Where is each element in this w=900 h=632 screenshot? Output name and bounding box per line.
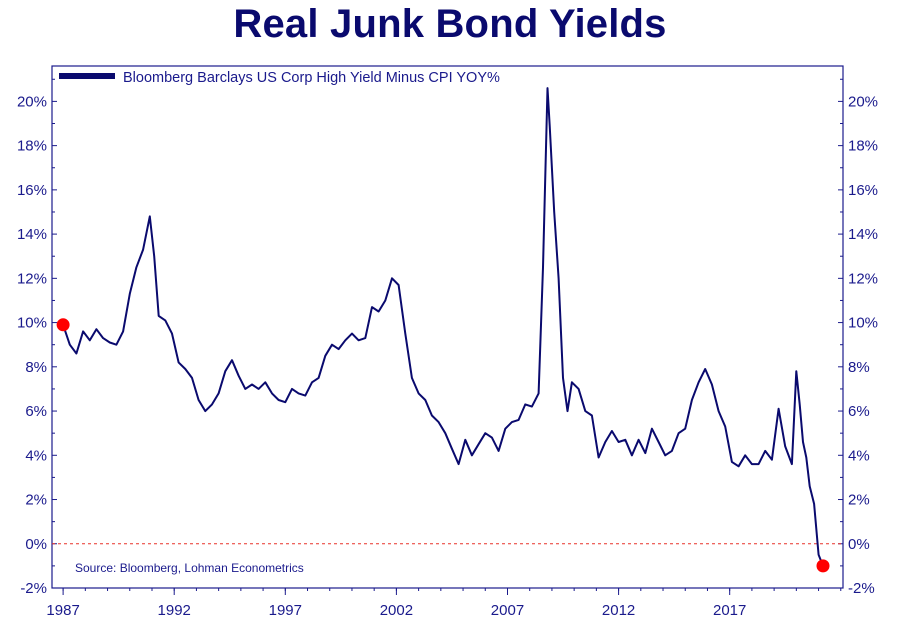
y-tick-label-right: 12% xyxy=(848,270,878,287)
y-tick-label-right: -2% xyxy=(848,580,875,597)
axes: -2% -2% 0% 0% 2% 2% 4% 4% 6% 6% 8% 8% 10% 10% 12% 12% 14… xyxy=(17,78,878,619)
legend-label: Bloomberg Barclays US Corp High Yield Mi… xyxy=(123,70,500,86)
legend: Bloomberg Barclays US Corp High Yield Mi… xyxy=(59,70,500,86)
y-tick-label-right: 8% xyxy=(848,359,870,376)
y-tick-label-right: 20% xyxy=(848,93,878,110)
y-tick-label-right: 0% xyxy=(848,536,870,553)
x-tick-label: 2002 xyxy=(380,602,413,619)
y-tick-label-right: 14% xyxy=(848,226,878,243)
x-tick-label: 2012 xyxy=(602,602,635,619)
y-tick-label-right: 6% xyxy=(848,403,870,420)
y-tick-label-left: 10% xyxy=(17,315,47,332)
y-tick-label-right: 4% xyxy=(848,447,870,464)
y-tick-label-right: 2% xyxy=(848,492,870,509)
source-note: Source: Bloomberg, Lohman Econometrics xyxy=(75,561,304,575)
series-line xyxy=(62,87,824,567)
x-tick-label: 2007 xyxy=(491,602,524,619)
x-tick-label: 1992 xyxy=(158,602,191,619)
y-tick-label-left: -2% xyxy=(20,580,47,597)
y-tick-label-left: 0% xyxy=(25,536,47,553)
y-tick-label-left: 20% xyxy=(17,93,47,110)
y-tick-label-left: 14% xyxy=(17,226,47,243)
legend-swatch xyxy=(59,73,115,79)
x-tick-label: 1997 xyxy=(269,602,302,619)
y-tick-label-left: 2% xyxy=(25,492,47,509)
y-tick-label-left: 16% xyxy=(17,182,47,199)
highlight-point xyxy=(56,318,70,332)
y-tick-label-left: 18% xyxy=(17,138,47,155)
highlight-points xyxy=(56,318,830,573)
chart-title: Real Junk Bond Yields xyxy=(233,2,667,46)
y-tick-label-right: 16% xyxy=(848,182,878,199)
y-tick-label-left: 12% xyxy=(17,270,47,287)
y-tick-label-left: 4% xyxy=(25,447,47,464)
x-tick-label: 2017 xyxy=(713,602,746,619)
highlight-point xyxy=(816,559,830,573)
plot-frame xyxy=(51,65,844,589)
y-tick-label-right: 10% xyxy=(848,315,878,332)
x-tick-label: 1987 xyxy=(46,602,79,619)
y-tick-label-right: 18% xyxy=(848,138,878,155)
y-tick-label-left: 6% xyxy=(25,403,47,420)
y-tick-label-left: 8% xyxy=(25,359,47,376)
